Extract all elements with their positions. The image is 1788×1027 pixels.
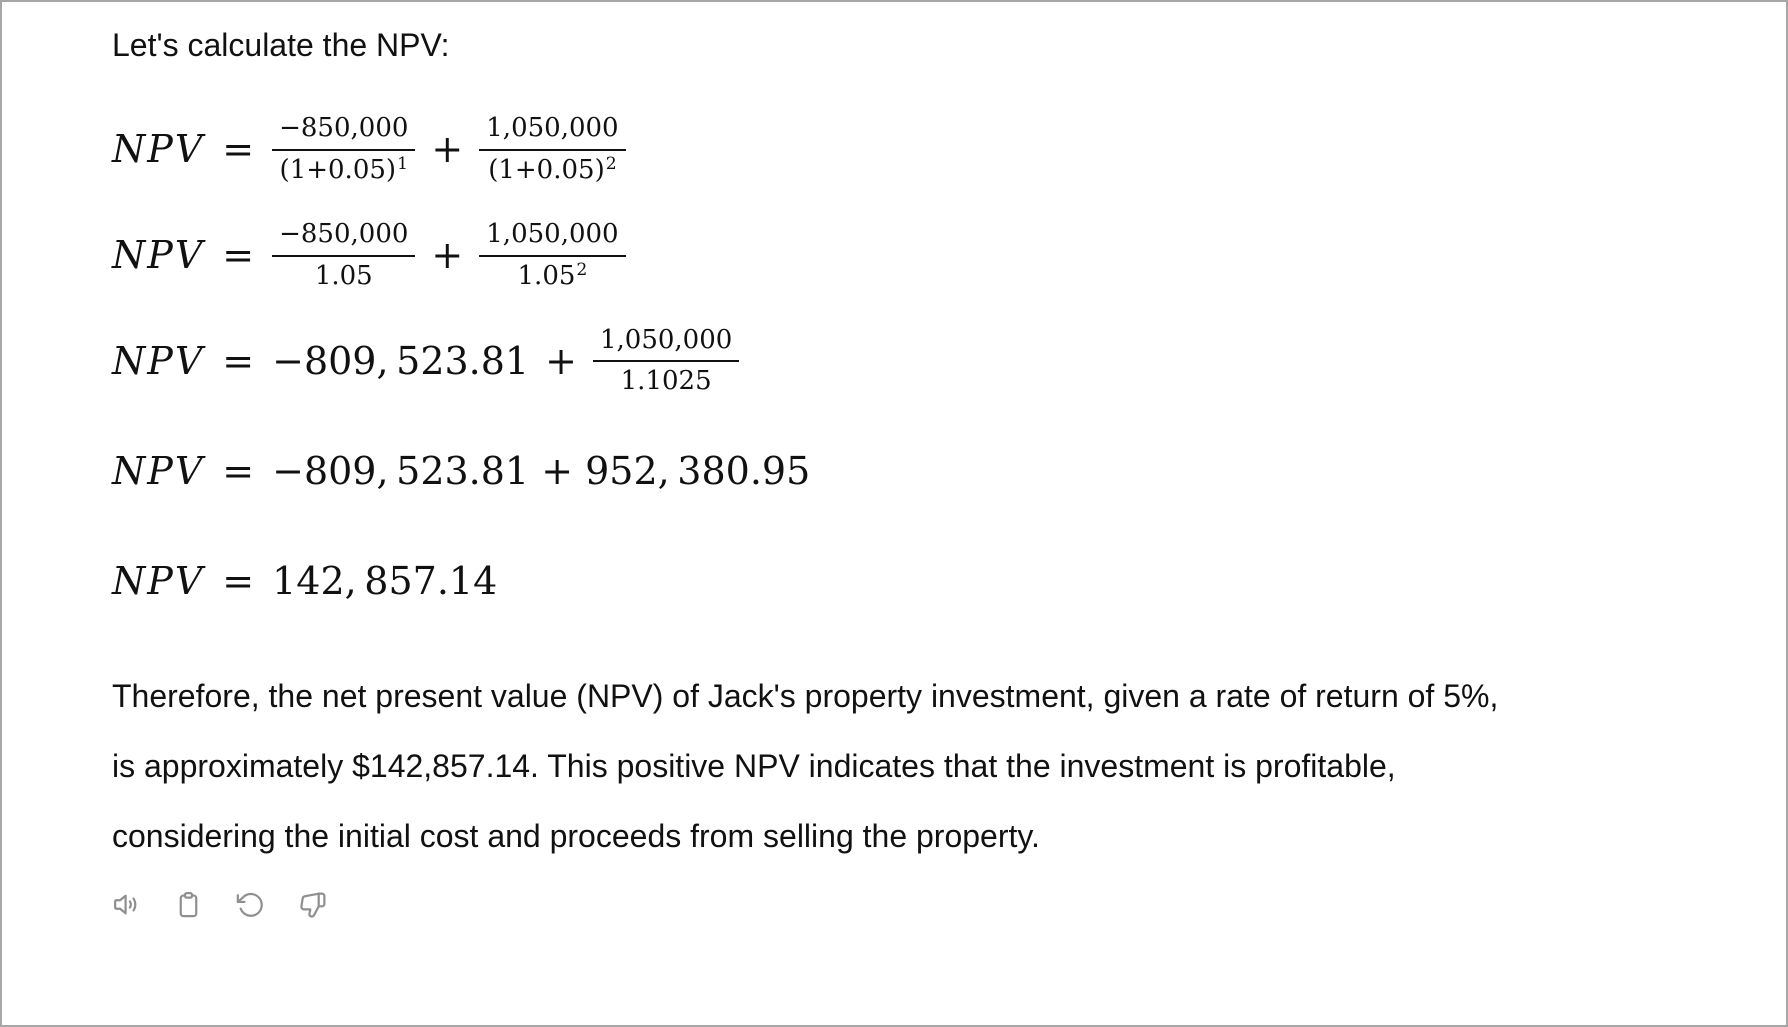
numerator: 1,050,000 bbox=[486, 113, 619, 143]
denominator: (1+0.05)2 bbox=[479, 148, 626, 186]
fraction: 1,050,000 1.1025 bbox=[592, 324, 740, 398]
regenerate-button[interactable] bbox=[232, 887, 268, 923]
math-variable: NPV bbox=[112, 127, 205, 172]
denominator: 1.1025 bbox=[592, 360, 740, 397]
conclusion-paragraph: Therefore, the net present value (NPV) o… bbox=[112, 661, 1746, 871]
denominator: (1+0.05)1 bbox=[272, 148, 416, 186]
denominator: 1.05 bbox=[272, 254, 416, 292]
equation-3: NPV = −809, 523.81 + 1,050,000 1.1025 bbox=[112, 324, 1746, 398]
math-variable: NPV bbox=[112, 232, 205, 277]
thumbs-down-icon bbox=[297, 889, 328, 920]
math-expression: −809, 523.81 + 952, 380.95 bbox=[272, 449, 811, 494]
math-number: −809, 523.81 bbox=[272, 338, 530, 383]
plus-operator: + bbox=[431, 127, 464, 172]
exponent: 1 bbox=[397, 154, 408, 175]
numerator: −850,000 bbox=[279, 218, 409, 249]
math-variable: NPV bbox=[112, 449, 205, 494]
equals-sign: = bbox=[222, 232, 255, 277]
numerator: 1,050,000 bbox=[486, 218, 619, 249]
paragraph-line: Therefore, the net present value (NPV) o… bbox=[112, 677, 1499, 714]
intro-text: Let's calculate the NPV: bbox=[112, 27, 450, 63]
copy-icon bbox=[173, 889, 204, 920]
equation-2: NPV = −850,000 1.05 + 1,050,000 1.052 bbox=[112, 218, 1746, 292]
fraction: 1,050,000 (1+0.05)2 bbox=[479, 113, 626, 186]
math-number: 142, 857.14 bbox=[272, 558, 498, 603]
regenerate-icon bbox=[235, 889, 266, 920]
numerator: −850,000 bbox=[279, 113, 409, 143]
equals-sign: = bbox=[222, 558, 255, 603]
equals-sign: = bbox=[222, 127, 255, 172]
exponent: 2 bbox=[576, 260, 588, 281]
equation-4: NPV = −809, 523.81 + 952, 380.95 bbox=[112, 449, 1746, 495]
denominator: 1.052 bbox=[479, 254, 626, 292]
read-aloud-button[interactable] bbox=[108, 887, 144, 923]
fraction: −850,000 1.05 bbox=[272, 218, 416, 292]
message-actions-toolbar bbox=[108, 887, 1746, 923]
equation-1: NPV = −850,000 (1+0.05)1 + 1,050,000 (1+… bbox=[112, 113, 1746, 186]
plus-operator: + bbox=[431, 232, 464, 277]
denominator-base: (1+0.05) bbox=[279, 154, 397, 185]
equals-sign: = bbox=[222, 338, 255, 383]
denominator-base: (1+0.05) bbox=[488, 154, 605, 185]
numerator: 1,050,000 bbox=[599, 324, 733, 355]
fraction: −850,000 (1+0.05)1 bbox=[272, 113, 416, 186]
plus-operator: + bbox=[545, 338, 577, 383]
paragraph-line: is approximately $142,857.14. This posit… bbox=[112, 747, 1396, 784]
math-variable: NPV bbox=[112, 558, 205, 603]
equation-5: NPV = 142, 857.14 bbox=[112, 559, 1746, 605]
denominator-base: 1.05 bbox=[517, 260, 576, 291]
exponent: 2 bbox=[605, 154, 617, 175]
fraction: 1,050,000 1.052 bbox=[479, 218, 626, 292]
copy-button[interactable] bbox=[170, 887, 206, 923]
thumbs-down-button[interactable] bbox=[294, 887, 330, 923]
paragraph-line: considering the initial cost and proceed… bbox=[112, 817, 1040, 854]
equals-sign: = bbox=[222, 449, 255, 494]
math-variable: NPV bbox=[112, 338, 205, 383]
speaker-icon bbox=[111, 889, 142, 920]
